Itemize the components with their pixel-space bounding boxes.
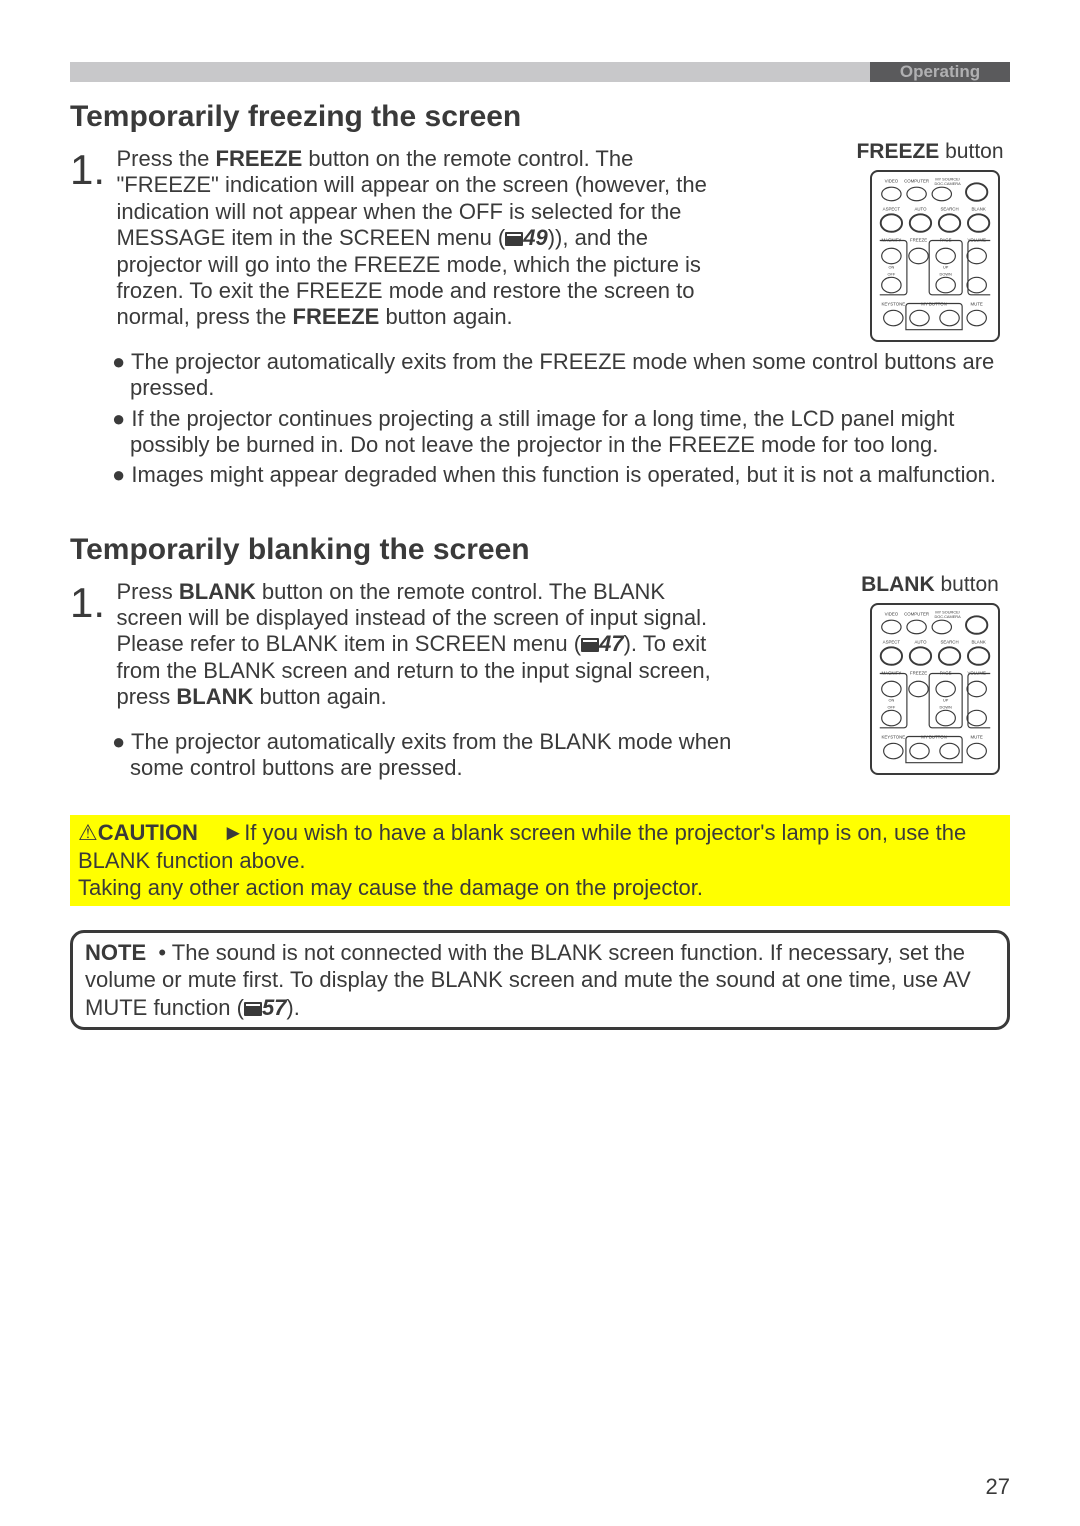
svg-text:DOWN: DOWN — [940, 271, 952, 276]
freeze-bold-2: FREEZE — [293, 304, 380, 329]
label-rest: button — [939, 140, 1003, 163]
svg-text:SEARCH: SEARCH — [940, 206, 958, 211]
svg-text:MUTE: MUTE — [970, 301, 982, 306]
remote-control-illustration-1: VIDEO COMPUTER MY SOURCE/ DOC.CAMERA ASP… — [870, 170, 1000, 342]
label-rest: button — [935, 573, 999, 596]
text: button again. — [253, 684, 386, 709]
svg-text:ASPECT: ASPECT — [883, 639, 901, 644]
svg-text:DOC.CAMERA: DOC.CAMERA — [935, 181, 962, 186]
text: Press the — [116, 146, 215, 171]
label-bold: BLANK — [861, 573, 935, 596]
section2-bullets: The projector automatically exits from t… — [112, 729, 752, 782]
svg-text:COMPUTER: COMPUTER — [904, 178, 929, 183]
svg-text:VOLUME: VOLUME — [967, 237, 986, 242]
svg-text:PAGE: PAGE — [940, 237, 952, 242]
operating-label: Operating — [870, 62, 1010, 82]
freeze-remote-label: FREEZE button — [850, 140, 1010, 164]
svg-text:OFF: OFF — [888, 704, 896, 709]
svg-text:SEARCH: SEARCH — [940, 639, 958, 644]
svg-text:MUTE: MUTE — [970, 734, 982, 739]
svg-text:DOWN: DOWN — [940, 704, 952, 709]
svg-text:MAGNIFY: MAGNIFY — [881, 670, 901, 675]
svg-text:PAGE: PAGE — [940, 670, 952, 675]
note-box: NOTE • The sound is not connected with t… — [70, 930, 1010, 1031]
caution-text: If you wish to have a blank screen while… — [78, 820, 966, 873]
section1-bullets: The projector automatically exits from t… — [112, 349, 1012, 489]
svg-text:OFF: OFF — [888, 271, 896, 276]
text: button again. — [379, 304, 512, 329]
label-bold: FREEZE — [856, 140, 939, 163]
arrow-icon: ► — [222, 820, 244, 845]
svg-text:VIDEO: VIDEO — [885, 178, 899, 183]
page-ref: 49 — [523, 225, 547, 250]
blank-remote-label: BLANK button — [850, 573, 1010, 597]
book-icon — [244, 1002, 262, 1016]
section2-step-text: Press BLANK button on the remote control… — [116, 579, 736, 711]
caution-text-2: Taking any other action may cause the da… — [78, 875, 703, 900]
section1-step-text: Press the FREEZE button on the remote co… — [116, 146, 726, 331]
svg-text:BLANK: BLANK — [971, 639, 985, 644]
caution-label: CAUTION — [98, 820, 198, 845]
note-text-end: ). — [286, 995, 299, 1020]
warning-icon: ⚠ — [78, 820, 98, 845]
note-dot: • — [158, 940, 166, 965]
bullet-item: The projector automatically exits from t… — [112, 729, 752, 782]
svg-text:MAGNIFY: MAGNIFY — [881, 237, 901, 242]
svg-text:ON: ON — [888, 265, 894, 270]
svg-text:FREEZE: FREEZE — [910, 237, 927, 242]
svg-text:UP: UP — [943, 697, 949, 702]
bullet-item: The projector automatically exits from t… — [112, 349, 1012, 402]
svg-text:DOC.CAMERA: DOC.CAMERA — [935, 614, 962, 619]
section2-step-number: 1. — [70, 579, 112, 627]
page-ref: 57 — [262, 995, 286, 1020]
svg-text:AUTO: AUTO — [914, 639, 927, 644]
page-number: 27 — [986, 1474, 1010, 1500]
svg-text:KEYSTONE: KEYSTONE — [881, 734, 905, 739]
bullet-item: If the projector continues projecting a … — [112, 406, 1012, 459]
svg-text:UP: UP — [943, 265, 949, 270]
svg-text:VIDEO: VIDEO — [885, 611, 899, 616]
svg-text:VOLUME: VOLUME — [967, 670, 986, 675]
section1-step-number: 1. — [70, 146, 112, 194]
remote-control-illustration-2: VIDEO COMPUTER MY SOURCE/ DOC.CAMERA ASP… — [870, 603, 1000, 775]
freeze-bold: FREEZE — [216, 146, 303, 171]
svg-text:BLANK: BLANK — [971, 206, 985, 211]
page-content: Temporarily freezing the screen 1. Press… — [70, 100, 1010, 1030]
note-label: NOTE — [85, 940, 146, 965]
svg-text:COMPUTER: COMPUTER — [904, 611, 929, 616]
book-icon — [581, 638, 599, 652]
svg-text:AUTO: AUTO — [914, 206, 927, 211]
section2-title: Temporarily blanking the screen — [70, 533, 1010, 567]
bullet-item: Images might appear degraded when this f… — [112, 462, 1012, 488]
section1-title: Temporarily freezing the screen — [70, 100, 1010, 134]
svg-text:ON: ON — [888, 697, 894, 702]
svg-text:KEYSTONE: KEYSTONE — [881, 301, 905, 306]
blank-bold: BLANK — [179, 579, 256, 604]
blank-bold-2: BLANK — [176, 684, 253, 709]
caution-box: ⚠CAUTION ►If you wish to have a blank sc… — [70, 815, 1010, 906]
svg-text:FREEZE: FREEZE — [910, 670, 927, 675]
svg-text:ASPECT: ASPECT — [883, 206, 901, 211]
page-ref: 47 — [599, 631, 623, 656]
book-icon — [505, 232, 523, 246]
note-text: The sound is not connected with the BLAN… — [85, 940, 971, 1020]
header-bar — [70, 62, 870, 82]
text: Press — [116, 579, 178, 604]
